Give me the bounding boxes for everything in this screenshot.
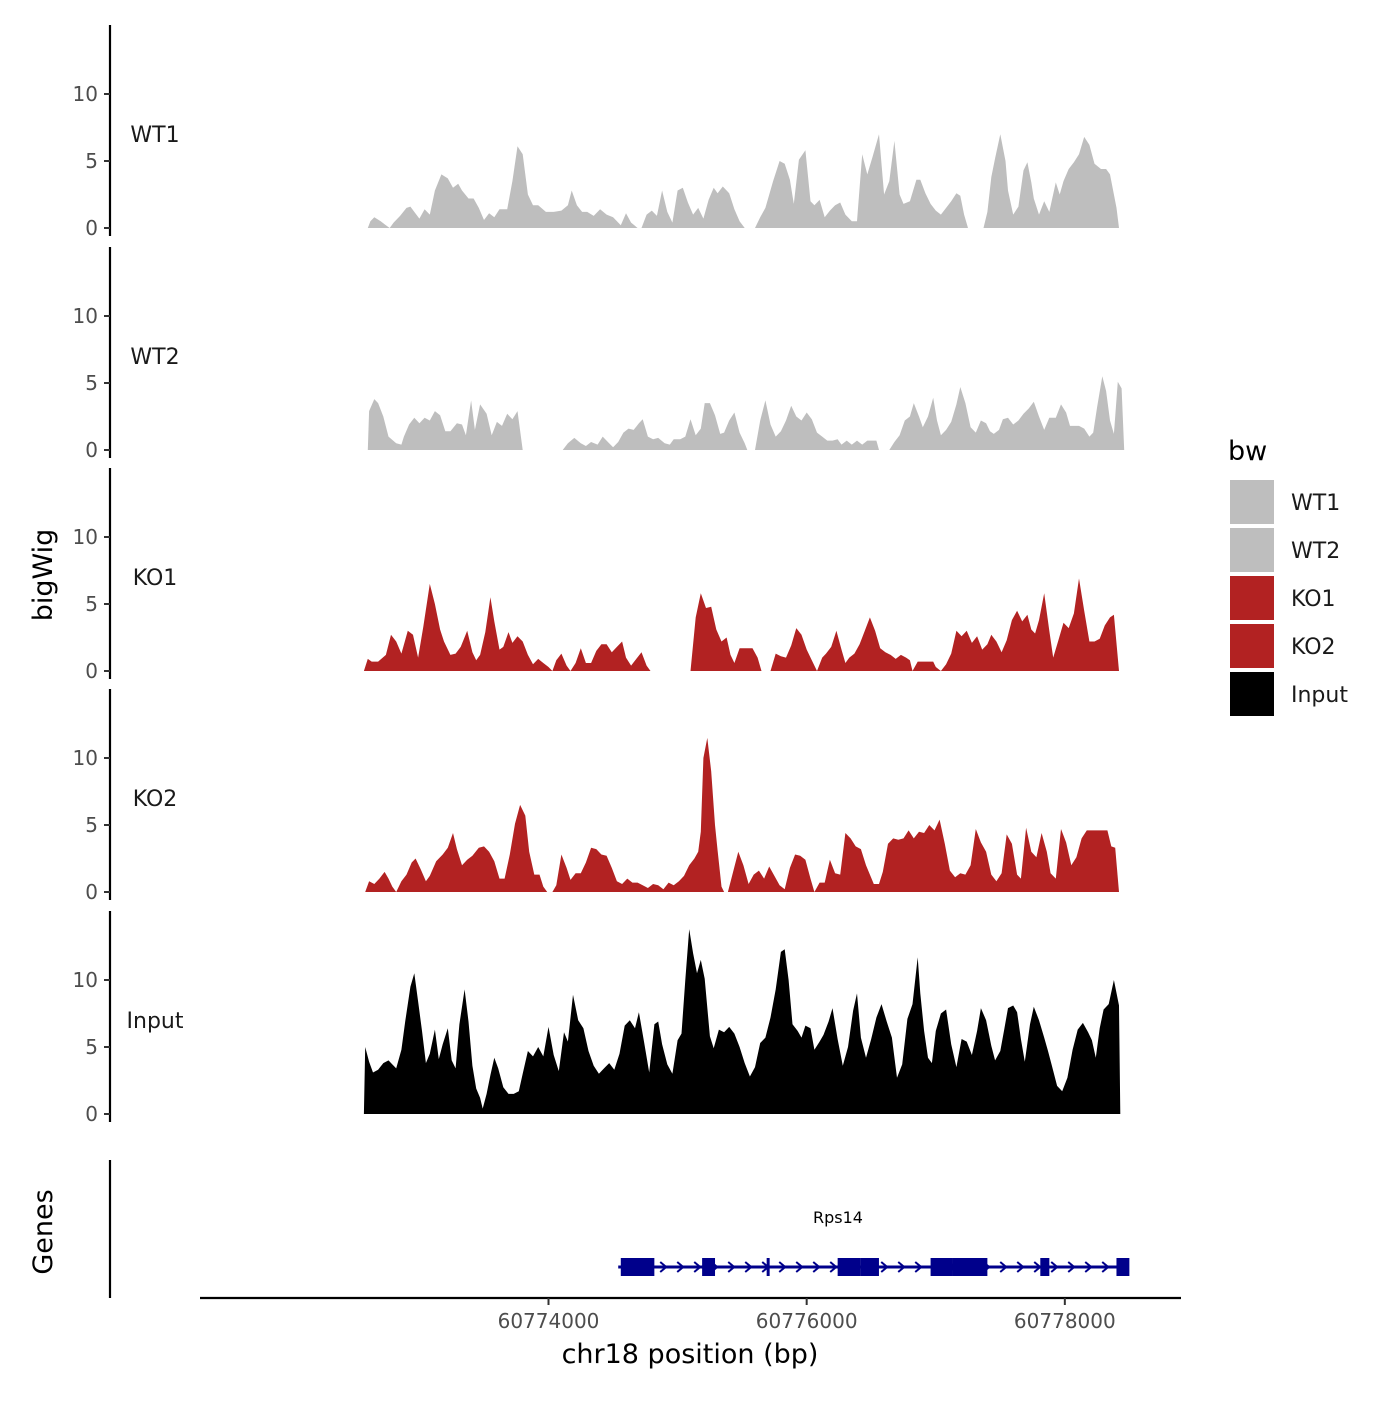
track-area-ko1 <box>363 578 1119 671</box>
gene-exon <box>1040 1258 1050 1276</box>
y-tick-label: 0 <box>85 659 98 683</box>
y-tick-label: 10 <box>73 968 98 992</box>
x-axis-title: chr18 position (bp) <box>562 1339 819 1370</box>
y-tick-label: 5 <box>85 1035 98 1059</box>
strand-arrow-icon <box>1016 1261 1025 1273</box>
legend-label-input: Input <box>1291 683 1348 708</box>
track-label-input: Input <box>127 1009 184 1034</box>
gene-exon <box>860 1258 879 1276</box>
genes-layer: Rps14 <box>108 1160 1130 1298</box>
track-label-wt1: WT1 <box>130 123 179 148</box>
strand-arrow-icon <box>1084 1261 1093 1273</box>
strand-arrow-icon <box>727 1261 736 1273</box>
track-label-ko2: KO2 <box>133 787 178 812</box>
legend-swatch-ko2 <box>1230 624 1274 668</box>
y-tick-label: 0 <box>85 1102 98 1126</box>
y-tick-label: 5 <box>85 592 98 616</box>
gene-exon <box>702 1258 716 1276</box>
legend-label-ko2: KO2 <box>1291 635 1336 660</box>
track-area-ko2 <box>365 737 1119 892</box>
legend-title: bw <box>1228 436 1267 467</box>
y-tick-label: 0 <box>85 880 98 904</box>
strand-arrow-icon <box>1101 1261 1110 1273</box>
track-area-wt2 <box>367 376 1125 450</box>
legend-swatch-input <box>1230 672 1274 716</box>
y-tick-label: 0 <box>85 216 98 240</box>
y-axis-title: bigWig <box>28 529 59 622</box>
x-tick-label: 60778000 <box>1014 1309 1116 1333</box>
track-ko1: 0 5 10 KO1 <box>73 468 1119 683</box>
strand-arrow-icon <box>676 1261 685 1273</box>
strand-arrow-icon <box>999 1261 1008 1273</box>
strand-arrow-icon <box>1033 1261 1042 1273</box>
y-tick-label: 10 <box>73 746 98 770</box>
track-input: 0 5 10 Input <box>73 911 1121 1126</box>
legend-label-wt2: WT2 <box>1291 539 1340 564</box>
x-tick-label: 60776000 <box>756 1309 858 1333</box>
gene-exon <box>1116 1258 1130 1276</box>
strand-arrow-icon <box>795 1261 804 1273</box>
y-tick-label: 5 <box>85 371 98 395</box>
gene-exon <box>952 1258 988 1276</box>
track-wt1: 0 5 10 WT1 <box>73 25 1119 240</box>
track-ko2: 0 5 10 KO2 <box>73 689 1119 904</box>
strand-arrow-icon <box>829 1261 838 1273</box>
legend-swatch-wt2 <box>1230 528 1274 572</box>
genes-axis-title: Genes <box>28 1189 59 1274</box>
strand-arrow-icon <box>659 1261 668 1273</box>
track-wt2: 0 5 10 WT2 <box>73 247 1125 462</box>
legend: bw WT1 WT2 KO1 KO2 Input <box>1228 436 1348 716</box>
gene-exon <box>620 1258 655 1276</box>
gene-exon <box>930 1258 953 1276</box>
strand-arrow-icon <box>812 1261 821 1273</box>
legend-label-ko1: KO1 <box>1291 587 1336 612</box>
strand-arrow-icon <box>1067 1261 1076 1273</box>
strand-arrow-icon <box>1050 1261 1059 1273</box>
track-label-wt2: WT2 <box>130 345 179 370</box>
y-tick-label: 0 <box>85 438 98 462</box>
strand-arrow-icon <box>744 1261 753 1273</box>
y-tick-label: 10 <box>73 525 98 549</box>
tracks-layer: 0 5 10 WT1 0 5 10 WT2 0 5 10 KO1 0 5 10 KO2 0 5 10 Input <box>73 25 1125 1126</box>
legend-swatch-wt1 <box>1230 480 1274 524</box>
strand-arrow-icon <box>897 1261 906 1273</box>
strand-arrow-icon <box>693 1261 702 1273</box>
strand-arrow-icon <box>778 1261 787 1273</box>
gene-label: Rps14 <box>813 1208 863 1227</box>
y-tick-label: 10 <box>73 82 98 106</box>
y-tick-label: 10 <box>73 304 98 328</box>
gene-exon <box>837 1258 861 1276</box>
track-area-input <box>363 929 1121 1114</box>
track-label-ko1: KO1 <box>133 566 178 591</box>
gene-exon <box>766 1258 770 1276</box>
legend-swatch-ko1 <box>1230 576 1274 620</box>
track-area-wt1 <box>367 134 1119 228</box>
x-axis: 60774000 60776000 60778000 <box>200 1296 1181 1333</box>
legend-label-wt1: WT1 <box>1291 491 1340 516</box>
y-tick-label: 5 <box>85 149 98 173</box>
x-tick-label: 60774000 <box>498 1309 600 1333</box>
y-tick-label: 5 <box>85 813 98 837</box>
strand-arrow-icon <box>880 1261 889 1273</box>
strand-arrow-icon <box>914 1261 923 1273</box>
